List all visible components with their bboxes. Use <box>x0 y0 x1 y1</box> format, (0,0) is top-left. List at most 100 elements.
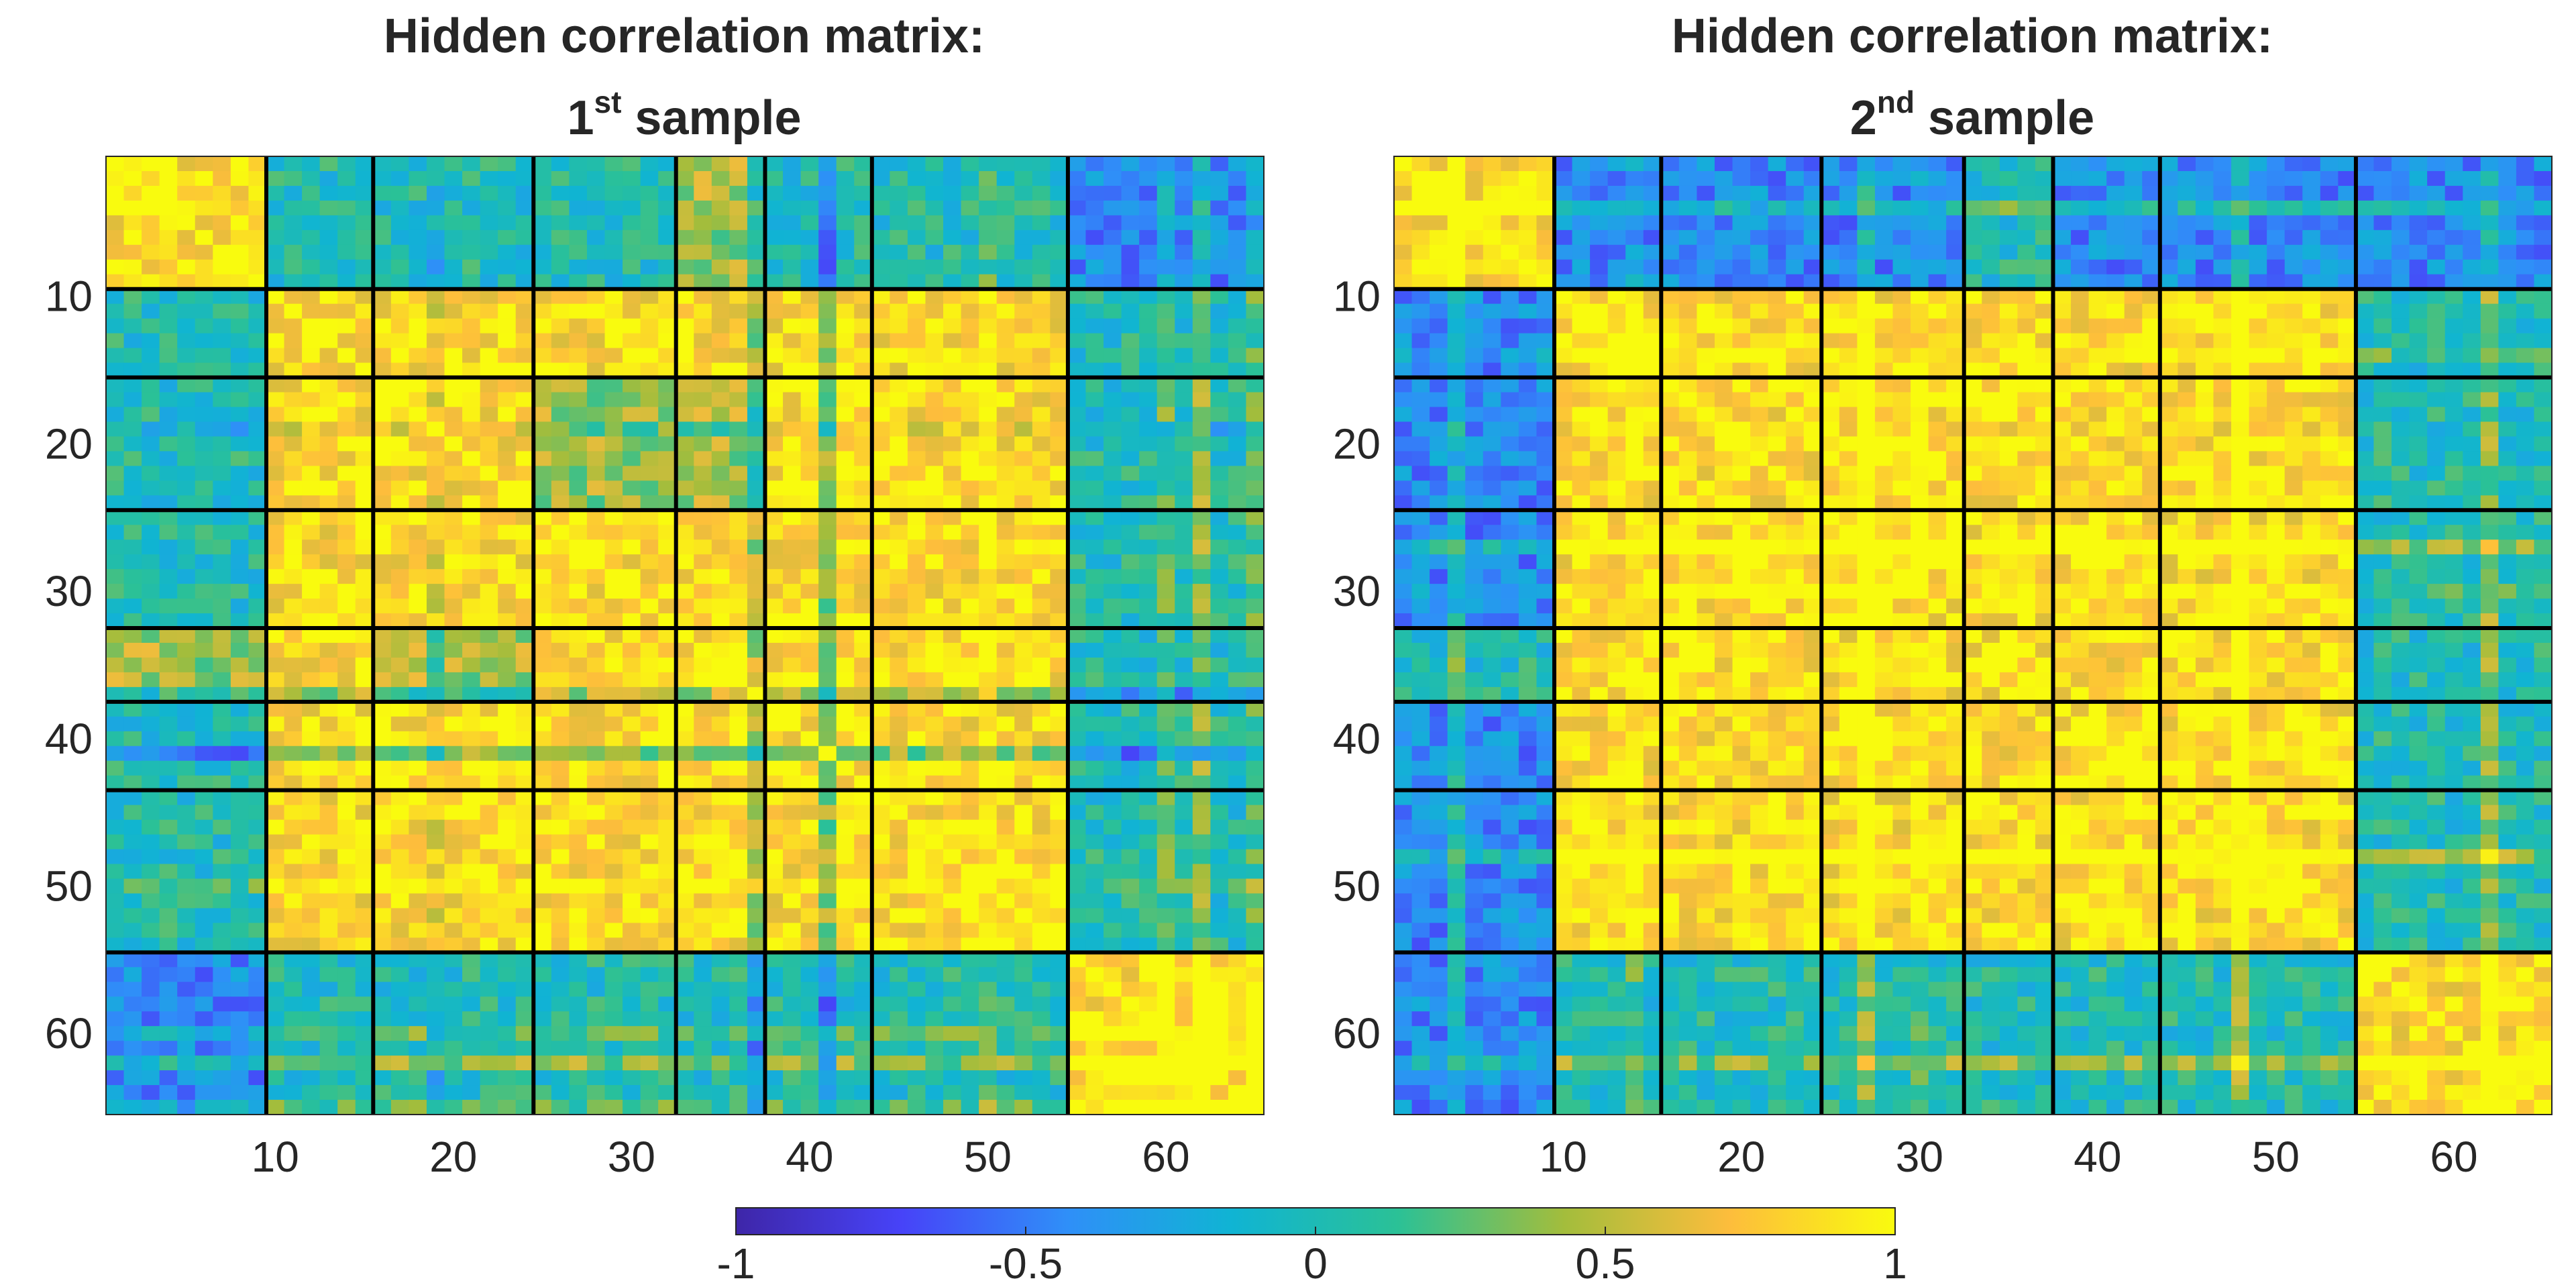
heatmap-cell <box>427 451 445 466</box>
heatmap-cell <box>284 1100 303 1115</box>
heatmap-cell <box>1085 996 1104 1012</box>
heatmap-cell <box>712 539 730 555</box>
heatmap-cell <box>480 333 498 349</box>
heatmap-cell <box>1210 599 1228 614</box>
heatmap-cell <box>462 1070 480 1086</box>
heatmap-cell <box>160 230 178 246</box>
heatmap-cell <box>1139 215 1157 231</box>
heatmap-cell <box>712 967 730 982</box>
heatmap-cell <box>1448 304 1466 319</box>
heatmap-cell <box>783 658 801 673</box>
heatmap-cell <box>213 672 231 688</box>
heatmap-cell <box>106 850 124 865</box>
heatmap-cell <box>872 746 890 762</box>
heatmap-cell <box>498 923 516 938</box>
heatmap-cell <box>1246 1041 1264 1056</box>
heatmap-cell <box>1554 156 1572 172</box>
heatmap-cell <box>837 319 855 334</box>
heatmap-cell <box>409 790 427 806</box>
heatmap-cell <box>2213 215 2231 231</box>
heatmap-cell <box>1982 186 2000 201</box>
heatmap-cell <box>997 761 1015 776</box>
heatmap-cell <box>712 731 730 747</box>
heatmap-cell <box>2463 230 2481 246</box>
heatmap-cell <box>356 1070 374 1086</box>
heatmap-cell <box>1430 201 1448 216</box>
heatmap-cell <box>356 850 374 865</box>
heatmap-cell <box>587 304 605 319</box>
heatmap-cell <box>356 539 374 555</box>
heatmap-cell <box>1122 407 1140 422</box>
heatmap-cell <box>2445 260 2463 275</box>
heatmap-cell <box>462 746 480 762</box>
heatmap-cell <box>1068 731 1086 747</box>
heatmap-cell <box>1050 731 1068 747</box>
heatmap-cell <box>177 996 195 1012</box>
heatmap-cell <box>2160 230 2178 246</box>
heatmap-cell <box>694 672 712 688</box>
heatmap-cell <box>1465 171 1483 187</box>
heatmap-cell <box>2534 171 2552 187</box>
heatmap-cell <box>694 952 712 968</box>
heatmap-cell <box>1085 245 1104 260</box>
heatmap-cell <box>837 672 855 688</box>
heatmap-cell <box>925 893 943 909</box>
heatmap-cell <box>997 1070 1015 1086</box>
heatmap-cell <box>266 761 284 776</box>
heatmap-cell <box>1430 156 1448 172</box>
heatmap-cell <box>302 304 320 319</box>
heatmap-cell <box>1210 628 1228 644</box>
heatmap-cell <box>783 539 801 555</box>
heatmap-cell <box>1768 186 1786 201</box>
heatmap-cell <box>462 1011 480 1027</box>
heatmap-cell <box>1157 835 1175 850</box>
heatmap-cell <box>623 421 641 437</box>
heatmap-cell <box>1590 156 1608 172</box>
heatmap-cell <box>1085 1056 1104 1071</box>
heatmap-cell <box>837 952 855 968</box>
heatmap-cell <box>765 643 783 658</box>
heatmap-cell <box>2089 186 2107 201</box>
heatmap-cell <box>729 525 747 540</box>
heatmap-cell <box>1122 1011 1140 1027</box>
heatmap-cell <box>498 952 516 968</box>
heatmap-cell <box>943 1026 961 1041</box>
heatmap-cell <box>658 333 676 349</box>
heatmap-cell <box>729 908 747 923</box>
heatmap-cell <box>1483 319 1501 334</box>
heatmap-cell <box>997 421 1015 437</box>
heatmap-cell <box>480 510 498 525</box>
heatmap-cell <box>1786 171 1804 187</box>
heatmap-cell <box>1122 1100 1140 1115</box>
heatmap-cell <box>391 982 409 997</box>
heatmap-cell <box>2017 304 2035 319</box>
heatmap-cell <box>231 1011 249 1027</box>
heatmap-cell <box>694 643 712 658</box>
heatmap-cell <box>943 1085 961 1100</box>
heatmap-cell <box>106 658 124 673</box>
heatmap-cell <box>480 1070 498 1086</box>
heatmap-cell <box>1821 201 1839 216</box>
heatmap-cell <box>837 171 855 187</box>
heatmap-cell <box>837 790 855 806</box>
heatmap-cell <box>427 525 445 540</box>
heatmap-cell <box>248 569 266 584</box>
heatmap-cell <box>1246 260 1264 275</box>
heatmap-cell <box>997 731 1015 747</box>
heatmap-cell <box>177 584 195 599</box>
heatmap-cell <box>890 731 908 747</box>
heatmap-cell <box>1246 790 1264 806</box>
heatmap-cell <box>1946 215 1964 231</box>
heatmap-cell <box>890 820 908 835</box>
heatmap-cell <box>266 717 284 732</box>
heatmap-cell <box>747 215 765 231</box>
heatmap-cell <box>551 599 570 614</box>
heatmap-cell <box>302 731 320 747</box>
heatmap-cell <box>266 1085 284 1100</box>
heatmap-cell <box>1032 569 1051 584</box>
heatmap-cell <box>658 923 676 938</box>
heatmap-cell <box>213 378 231 393</box>
heatmap-cell <box>356 245 374 260</box>
heatmap-cell <box>1139 1011 1157 1027</box>
heatmap-cell <box>533 658 551 673</box>
